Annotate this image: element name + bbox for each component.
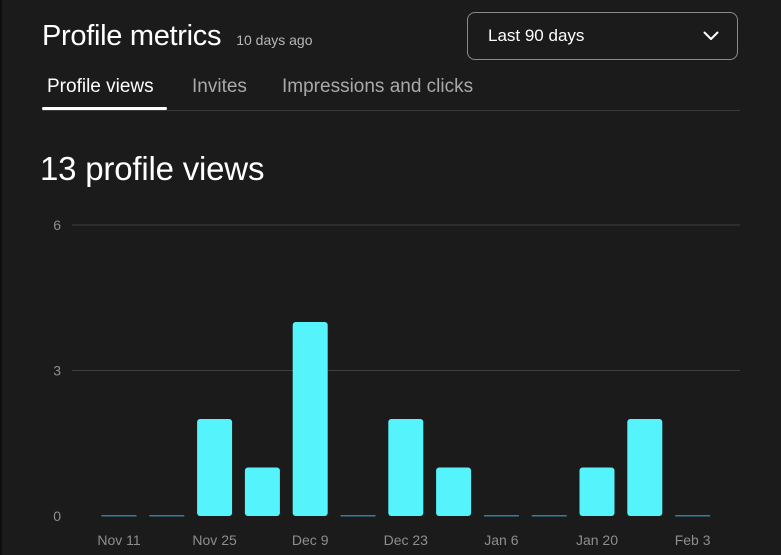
profile-views-count: 13 profile views xyxy=(40,150,265,187)
bar[interactable] xyxy=(675,515,711,517)
y-tick-label: 3 xyxy=(53,363,61,379)
bar[interactable] xyxy=(149,515,185,517)
metrics-tabs: Profile views Invites Impressions and cl… xyxy=(42,76,740,111)
bar[interactable] xyxy=(483,515,519,517)
bar[interactable] xyxy=(101,515,137,517)
bar[interactable] xyxy=(244,467,280,517)
bar[interactable] xyxy=(531,515,567,517)
bar[interactable] xyxy=(579,467,615,517)
bar[interactable] xyxy=(340,515,376,517)
x-tick-label: Feb 3 xyxy=(675,532,711,548)
bar[interactable] xyxy=(292,322,328,516)
y-tick-label: 0 xyxy=(53,508,61,524)
window-edge xyxy=(0,0,2,555)
date-range-selected: Last 90 days xyxy=(488,26,585,45)
tab-invites[interactable]: Invites xyxy=(192,76,247,97)
active-tab-indicator xyxy=(42,107,167,110)
last-updated-text: 10 days ago xyxy=(236,32,313,48)
profile-views-chart: 0 3 6 Nov 11 Nov 25 Dec 9 Dec 23 Jan 6 Jan 20 Feb… xyxy=(53,217,740,548)
tab-impressions-and-clicks[interactable]: Impressions and clicks xyxy=(282,76,474,97)
bar[interactable] xyxy=(627,419,663,516)
bar[interactable] xyxy=(197,419,233,516)
chevron-down-icon xyxy=(703,31,719,40)
date-range-dropdown[interactable]: Last 90 days xyxy=(467,12,738,60)
x-tick-label: Dec 23 xyxy=(384,532,429,548)
x-tick-label: Jan 6 xyxy=(484,532,518,548)
page-header: Profile metrics 10 days ago xyxy=(42,20,313,53)
y-tick-label: 6 xyxy=(53,217,61,233)
page-title: Profile metrics xyxy=(42,20,222,52)
x-tick-label: Nov 25 xyxy=(192,532,237,548)
bar[interactable] xyxy=(436,467,472,517)
bar[interactable] xyxy=(388,419,424,516)
x-tick-label: Dec 9 xyxy=(292,532,329,548)
x-tick-label: Nov 11 xyxy=(97,532,141,548)
x-tick-label: Jan 20 xyxy=(576,532,618,548)
tab-profile-views[interactable]: Profile views xyxy=(47,76,154,97)
